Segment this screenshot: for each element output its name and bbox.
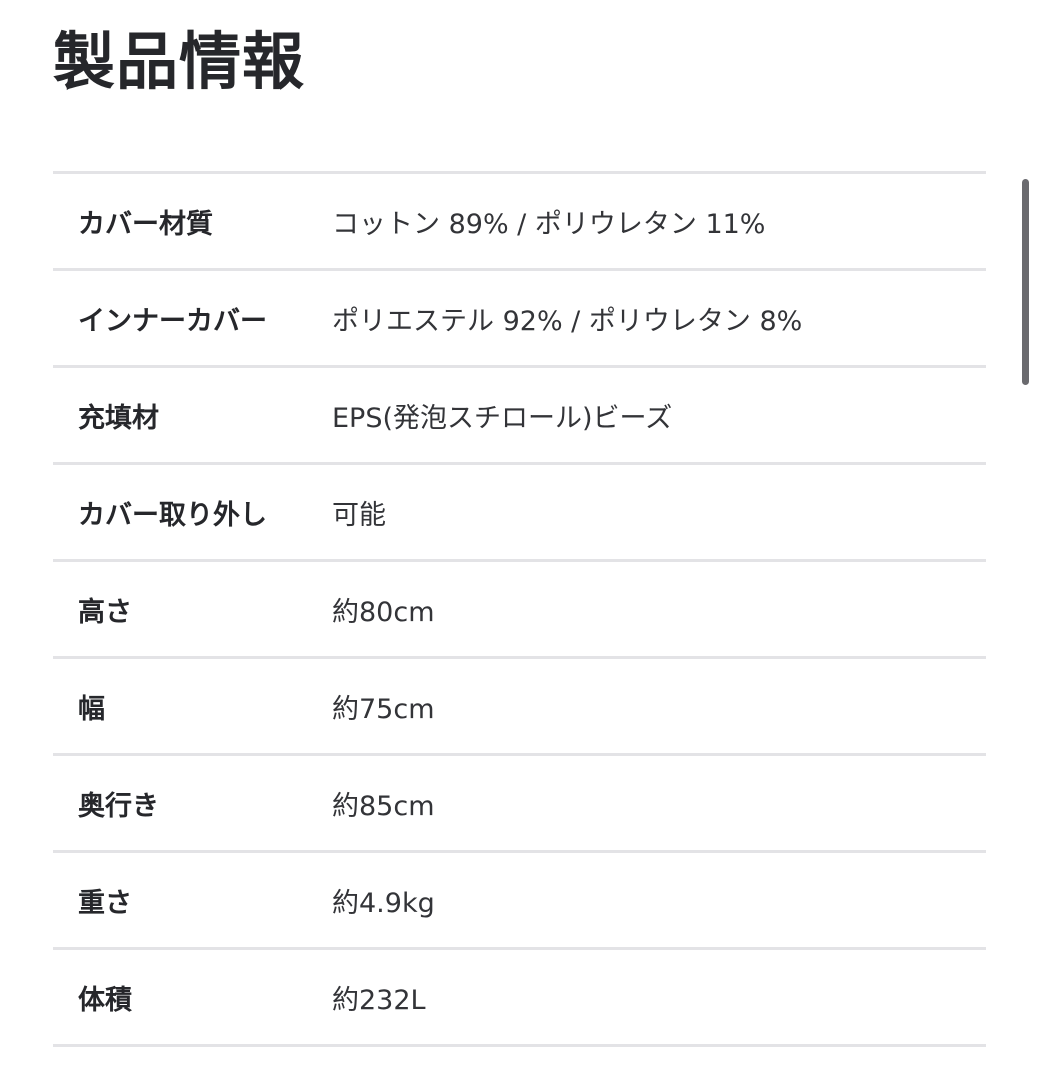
- table-row: カバー材質 コットン 89% / ポリウレタン 11%: [53, 174, 986, 271]
- row-label: 体積: [78, 984, 132, 1016]
- row-label: 高さ: [78, 596, 132, 628]
- row-label: 幅: [78, 693, 105, 725]
- product-info-table: カバー材質 コットン 89% / ポリウレタン 11% インナーカバー ポリエステル…: [53, 171, 986, 1047]
- row-value: コットン 89% / ポリウレタン 11%: [332, 208, 766, 240]
- row-value: 約80cm: [332, 596, 435, 628]
- row-value: 可能: [332, 499, 386, 531]
- table-row: 充填材 EPS(発泡スチロール)ビーズ: [53, 368, 986, 465]
- row-value: 約85cm: [332, 790, 435, 822]
- row-label: 充填材: [78, 402, 159, 434]
- row-value: 約232L: [332, 984, 426, 1016]
- table-row: 高さ 約80cm: [53, 562, 986, 659]
- row-label: 重さ: [78, 887, 132, 919]
- table-row: 体積 約232L: [53, 950, 986, 1047]
- row-value: 約4.9kg: [332, 887, 435, 919]
- table-row: 幅 約75cm: [53, 659, 986, 756]
- table-row: 奥行き 約85cm: [53, 756, 986, 853]
- table-row: カバー取り外し 可能: [53, 465, 986, 562]
- row-value: 約75cm: [332, 693, 435, 725]
- row-label: インナーカバー: [78, 305, 267, 337]
- page-title: 製品情報: [53, 25, 306, 98]
- row-label: 奥行き: [78, 790, 159, 822]
- table-row: インナーカバー ポリエステル 92% / ポリウレタン 8%: [53, 271, 986, 368]
- row-label: カバー材質: [78, 208, 213, 240]
- row-value: ポリエステル 92% / ポリウレタン 8%: [332, 305, 803, 337]
- row-value: EPS(発泡スチロール)ビーズ: [332, 402, 673, 434]
- row-label: カバー取り外し: [78, 499, 267, 531]
- vertical-scrollbar[interactable]: [1022, 179, 1029, 385]
- table-row: 重さ 約4.9kg: [53, 853, 986, 950]
